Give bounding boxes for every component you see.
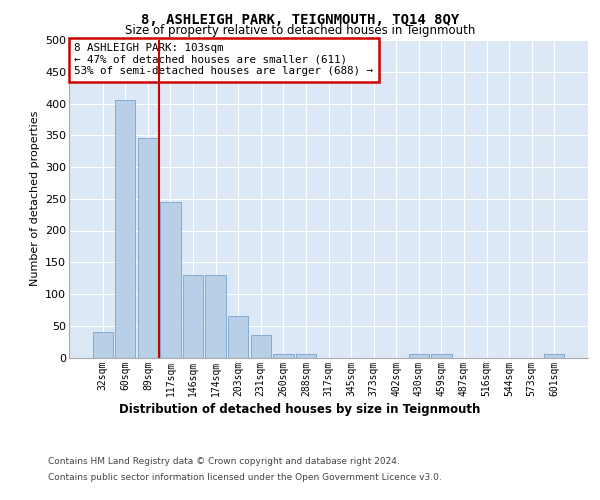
Bar xyxy=(296,354,316,358)
Text: 8 ASHLEIGH PARK: 103sqm
← 47% of detached houses are smaller (611)
53% of semi-d: 8 ASHLEIGH PARK: 103sqm ← 47% of detache… xyxy=(74,43,373,76)
Bar xyxy=(431,354,452,358)
Bar xyxy=(138,138,158,358)
Bar xyxy=(92,332,113,357)
Text: Distribution of detached houses by size in Teignmouth: Distribution of detached houses by size … xyxy=(119,402,481,415)
Bar xyxy=(251,336,271,357)
Text: Contains public sector information licensed under the Open Government Licence v3: Contains public sector information licen… xyxy=(48,472,442,482)
Bar xyxy=(183,275,203,357)
Y-axis label: Number of detached properties: Number of detached properties xyxy=(29,111,40,286)
Bar xyxy=(160,202,181,358)
Bar xyxy=(273,354,293,358)
Text: Contains HM Land Registry data © Crown copyright and database right 2024.: Contains HM Land Registry data © Crown c… xyxy=(48,458,400,466)
Bar xyxy=(115,100,136,358)
Text: 8, ASHLEIGH PARK, TEIGNMOUTH, TQ14 8QY: 8, ASHLEIGH PARK, TEIGNMOUTH, TQ14 8QY xyxy=(141,12,459,26)
Bar xyxy=(205,275,226,357)
Text: Size of property relative to detached houses in Teignmouth: Size of property relative to detached ho… xyxy=(125,24,475,37)
Bar xyxy=(409,354,429,358)
Bar xyxy=(544,354,565,358)
Bar xyxy=(228,316,248,358)
